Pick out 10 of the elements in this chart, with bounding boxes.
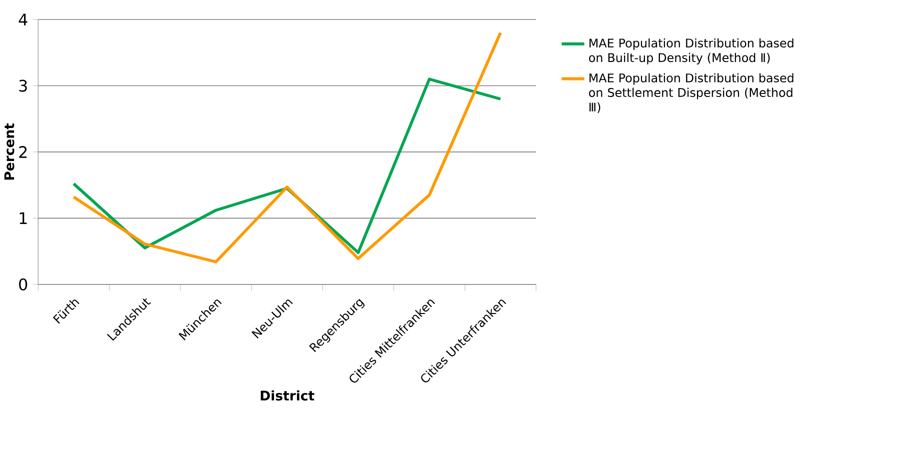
legend-label: MAE Population Distribution based on Built-up Density (Method Ⅱ)	[589, 38, 794, 65]
y-tick-label: 1	[20, 212, 27, 224]
y-tick-label: 3	[19, 80, 27, 92]
y-tick-label: 2	[19, 146, 27, 158]
y-tick-label: 0	[19, 278, 28, 290]
y-tick-label: 4	[18, 14, 28, 26]
x-axis-title: District	[260, 390, 314, 401]
line-series	[72, 31, 502, 264]
y-axis-title: Percent	[4, 123, 14, 180]
legend-label: MAE Population Distribution based on Settlement Dispersion (Method Ⅲ)	[589, 73, 794, 114]
